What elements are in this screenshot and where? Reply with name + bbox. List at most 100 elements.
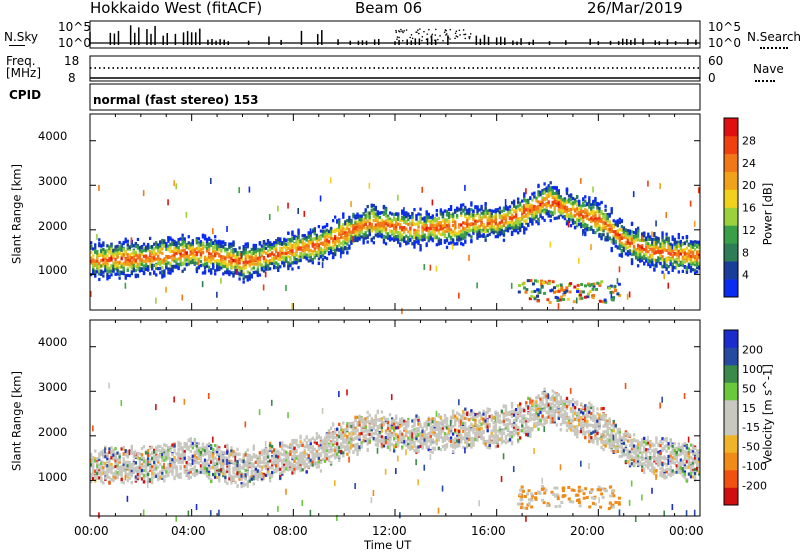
heatmap-cell <box>506 206 510 210</box>
heatmap-cell <box>512 229 516 233</box>
heatmap-cell <box>342 240 345 244</box>
noise-search-point <box>435 28 437 31</box>
heatmap-cell <box>437 223 441 227</box>
heatmap-cell <box>362 218 365 222</box>
heatmap-cell <box>106 263 109 267</box>
heatmap-cell <box>307 253 310 257</box>
heatmap-cell <box>295 253 298 257</box>
heatmap-cell <box>395 230 398 234</box>
heatmap-cell <box>478 234 481 238</box>
heatmap-cell <box>512 204 516 208</box>
heatmap-cell <box>403 218 406 223</box>
heatmap-cell <box>618 246 621 251</box>
heatmap-cell <box>610 249 613 253</box>
heatmap-cell <box>244 260 247 264</box>
heatmap-cell <box>616 233 619 237</box>
heatmap-cell <box>179 249 182 253</box>
heatmap-cell <box>189 245 192 249</box>
heatmap-cell <box>618 233 621 237</box>
heatmap-cell <box>110 244 113 248</box>
noise-search-point <box>403 30 405 32</box>
heatmap-cell <box>425 215 428 219</box>
heatmap-cell <box>96 263 99 267</box>
heatmap-cell <box>142 271 146 276</box>
heatmap-cell <box>435 235 438 240</box>
heatmap-cell <box>531 206 534 210</box>
heatmap-cell <box>92 269 95 273</box>
heatmap-cell <box>275 243 278 247</box>
heatmap-cell <box>415 229 418 233</box>
heatmap-cell <box>415 216 418 221</box>
heatmap-cell <box>372 208 375 212</box>
heatmap-cell <box>236 258 239 262</box>
heatmap-cell <box>610 293 613 300</box>
heatmap-cell <box>655 241 658 245</box>
heatmap-cell <box>651 245 654 249</box>
heatmap-cell <box>287 246 290 250</box>
heatmap-cell <box>622 227 626 231</box>
heatmap-cell <box>195 241 199 245</box>
heatmap-cell <box>533 279 537 283</box>
heatmap-cell <box>232 248 235 252</box>
heatmap-cell <box>490 221 493 226</box>
heatmap-cell <box>388 235 392 239</box>
heatmap-cell <box>590 283 594 287</box>
heatmap-cell <box>112 261 115 265</box>
heatmap-cell <box>256 258 260 263</box>
heatmap-cell <box>494 217 497 222</box>
heatmap-cell <box>598 232 601 237</box>
heatmap-cell <box>545 193 548 197</box>
heatmap-cell <box>218 265 221 269</box>
heatmap-cell <box>220 241 223 245</box>
heatmap-cell <box>423 233 426 237</box>
heatmap-cell <box>130 252 133 256</box>
heatmap-cell <box>100 258 103 263</box>
heatmap-cell <box>482 209 485 213</box>
heatmap-cell <box>96 254 99 258</box>
heatmap-cell <box>649 247 652 251</box>
heatmap-cell <box>630 239 634 243</box>
heatmap-cell <box>671 268 674 273</box>
heatmap-cell <box>578 211 581 215</box>
heatmap-cell <box>130 444 133 448</box>
heatmap-cell <box>124 282 127 289</box>
heatmap-cell <box>470 223 473 227</box>
heatmap-cell <box>488 221 491 225</box>
heatmap-cell <box>634 228 638 232</box>
heatmap-cell <box>136 243 140 248</box>
heatmap-cell <box>289 256 292 260</box>
heatmap-cell <box>492 227 495 232</box>
heatmap-cell <box>151 266 154 271</box>
heatmap-cell <box>327 229 331 234</box>
heatmap-cell <box>584 223 587 228</box>
heatmap-cell <box>273 261 276 265</box>
heatmap-cell <box>413 241 416 246</box>
heatmap-cell <box>500 209 504 214</box>
heatmap-cell <box>527 198 530 202</box>
heatmap-cell <box>120 254 123 258</box>
heatmap-cell <box>464 214 467 219</box>
heatmap-cell <box>624 232 628 236</box>
heatmap-cell <box>600 237 603 241</box>
heatmap-cell <box>325 234 329 238</box>
heatmap-cell <box>565 205 569 210</box>
heatmap-cell <box>382 235 386 239</box>
heatmap-cell <box>415 222 418 226</box>
heatmap-cell <box>100 476 103 480</box>
heatmap-cell <box>336 244 339 249</box>
heatmap-cell <box>161 240 164 245</box>
heatmap-cell <box>559 209 563 213</box>
heatmap-cell <box>606 228 609 232</box>
heatmap-cell <box>397 194 399 201</box>
heatmap-cell <box>301 239 304 243</box>
heatmap-cell <box>146 248 150 252</box>
heatmap-cell <box>651 258 654 262</box>
heatmap-cell <box>140 453 144 457</box>
heatmap-cell <box>159 263 162 267</box>
noise-search-point <box>455 35 458 37</box>
heatmap-cell <box>246 270 249 274</box>
heatmap-cell <box>569 214 573 218</box>
heatmap-cell <box>683 265 687 269</box>
heatmap-cell <box>602 216 605 220</box>
heatmap-cell <box>571 203 575 207</box>
